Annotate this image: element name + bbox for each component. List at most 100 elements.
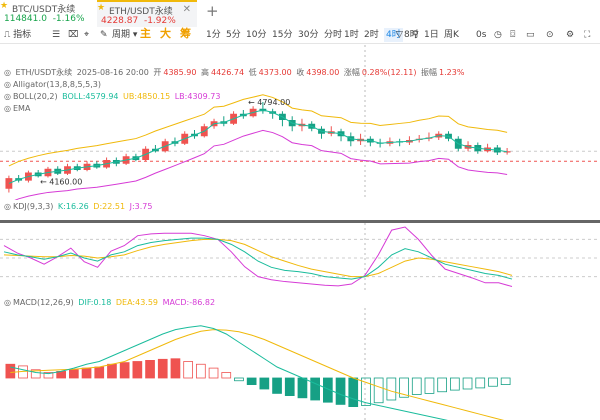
macd-bar	[399, 377, 409, 398]
interval-8[interactable]: 4时	[384, 28, 403, 42]
macd-bar	[323, 377, 333, 403]
kdj-chart	[0, 223, 600, 293]
macd-bar	[450, 377, 460, 391]
draw-icon[interactable]: ✎	[100, 30, 108, 40]
macd-bar	[475, 377, 486, 389]
add-tab-icon[interactable]: +	[206, 2, 219, 20]
interval-9[interactable]: 8时	[404, 30, 419, 40]
macd-bar	[157, 358, 168, 379]
boll-line: ◎ BOLL(20,2) BOLL:4579.94 UB:4850.15 LB:4…	[4, 92, 221, 101]
settings-lines-icon[interactable]: ☰	[52, 30, 61, 40]
chart-toolbar: ⎍ 指标 ☰ ⌧ ⌖ ✎ 周期 ▾ 主 大 筹 1分 5分 10分 15分 30分 分时 1…	[0, 27, 600, 44]
pin-icon[interactable]: ⚲	[412, 30, 419, 40]
fullscreen-icon[interactable]: ⛶	[584, 30, 591, 40]
interval-2[interactable]: 10分	[246, 30, 267, 40]
eye-icon[interactable]: ◎	[4, 104, 11, 113]
macd-bar	[183, 361, 193, 379]
zoom-label: 0s	[476, 30, 487, 40]
interval-7[interactable]: 2时	[364, 30, 379, 40]
close-icon[interactable]: ✕	[182, 4, 191, 15]
macd-dif-line	[10, 325, 448, 420]
macd-bar	[132, 361, 143, 379]
macd-bar	[208, 367, 219, 379]
interval-10[interactable]: 1日	[424, 30, 439, 40]
macd-bar	[259, 377, 270, 390]
interval-1[interactable]: 5分	[226, 30, 241, 40]
macd-bar	[5, 363, 16, 379]
chip-button[interactable]: 筹	[180, 27, 191, 40]
camera-icon[interactable]: ⌧	[68, 30, 79, 40]
interval-5[interactable]: 分时	[324, 30, 343, 40]
kdj-pane[interactable]	[0, 223, 600, 293]
star-icon[interactable]: ★	[0, 1, 9, 11]
macd-bar	[246, 377, 257, 385]
big-order-button[interactable]: 大	[160, 27, 171, 40]
kdj-j-line	[3, 226, 513, 288]
macd-bar	[424, 377, 435, 394]
macd-pane[interactable]: ◎ MACD(12,26,9) DIF:0.18 DEA:43.59 MACD:-…	[0, 293, 600, 420]
macd-bar	[297, 377, 308, 399]
low-marker: ← 4160.00	[40, 177, 82, 186]
eye-icon[interactable]: ◎	[4, 92, 11, 101]
indicator-button[interactable]: ⎍ 指标	[4, 30, 32, 40]
ema-line: ◎ EMA	[4, 104, 31, 113]
alert-icon[interactable]: ⊙	[546, 30, 554, 40]
eye-icon[interactable]: ◎	[4, 202, 11, 211]
tab-price: 4228.87 -1.92%	[101, 16, 176, 26]
layout-icon[interactable]: ▭	[526, 30, 535, 40]
macd-bar	[348, 377, 359, 408]
kdj-info: ◎ KDJ(9,3,3) K:16.26 D:22.51 J:3.75	[4, 202, 153, 211]
macd-bar	[196, 363, 206, 379]
interval-3[interactable]: 15分	[272, 30, 293, 40]
crosshair-icon[interactable]: ⌖	[84, 30, 90, 40]
macd-bar	[234, 377, 244, 382]
macd-bar	[373, 377, 384, 404]
macd-info: ◎ MACD(12,26,9) DIF:0.18 DEA:43.59 MACD:-…	[4, 298, 216, 307]
macd-bar	[272, 377, 282, 394]
macd-bar	[145, 360, 155, 379]
alligator-line: ◎ Alligator(13,8,8,5,5,3)	[4, 80, 102, 89]
star-icon[interactable]: ★	[97, 3, 106, 13]
interval-4[interactable]: 30分	[298, 30, 319, 40]
screenshot-icon[interactable]: ⌼	[510, 30, 516, 40]
tab-symbol: ETH/USDT永续	[109, 7, 173, 17]
macd-bar	[488, 377, 498, 387]
macd-bar	[170, 358, 181, 379]
price-pane[interactable]: ◎ ETH/USDT永续 2025-08-16 20:00 开 4385.90 高…	[0, 45, 600, 200]
interval-11[interactable]: 周K	[444, 30, 459, 40]
macd-bar	[310, 377, 320, 401]
main-indicator-button[interactable]: 主	[140, 27, 151, 40]
settings-icon[interactable]: ⚙	[566, 30, 575, 40]
clock-icon[interactable]: ◷	[494, 30, 502, 40]
pane-divider[interactable]	[0, 220, 600, 223]
high-marker: ← 4794.00	[248, 98, 290, 107]
kdj-header: ◎ KDJ(9,3,3) K:16.26 D:22.51 J:3.75	[0, 200, 600, 220]
macd-bar	[411, 377, 422, 395]
macd-bar	[386, 377, 397, 401]
eye-icon[interactable]: ◎	[4, 80, 11, 89]
macd-bar	[335, 377, 346, 405]
boll-upper-line	[8, 94, 508, 167]
price-chart: ← 4794.00 ← 4160.00	[0, 45, 600, 200]
boll-mid-line	[8, 109, 508, 184]
interval-6[interactable]: 1时	[344, 30, 359, 40]
macd-bar	[221, 372, 232, 379]
period-button[interactable]: 周期 ▾	[112, 30, 138, 40]
macd-chart	[5, 308, 511, 420]
ticker-tabs: ★ BTC/USDT永续 114841.0 -1.16% ★ ETH/USDT永…	[0, 0, 600, 27]
filter-icon[interactable]: ▽	[396, 30, 403, 40]
macd-dea-line	[10, 329, 505, 420]
boll-lower-line	[14, 129, 508, 200]
macd-bar	[462, 377, 473, 390]
kdj-k-line	[3, 237, 513, 280]
interval-0[interactable]: 1分	[206, 30, 221, 40]
macd-bar	[107, 363, 117, 379]
macd-bar	[69, 369, 79, 379]
tab-btc[interactable]: ★ BTC/USDT永续 114841.0 -1.16%	[0, 0, 96, 27]
macd-bar	[43, 372, 54, 379]
eye-icon[interactable]: ◎	[4, 68, 11, 77]
tab-symbol: BTC/USDT永续	[12, 5, 76, 15]
tab-eth[interactable]: ★ ETH/USDT永续 4228.87 -1.92% ✕	[97, 0, 197, 27]
eye-icon[interactable]: ◎	[4, 298, 11, 307]
macd-bar	[361, 377, 371, 406]
